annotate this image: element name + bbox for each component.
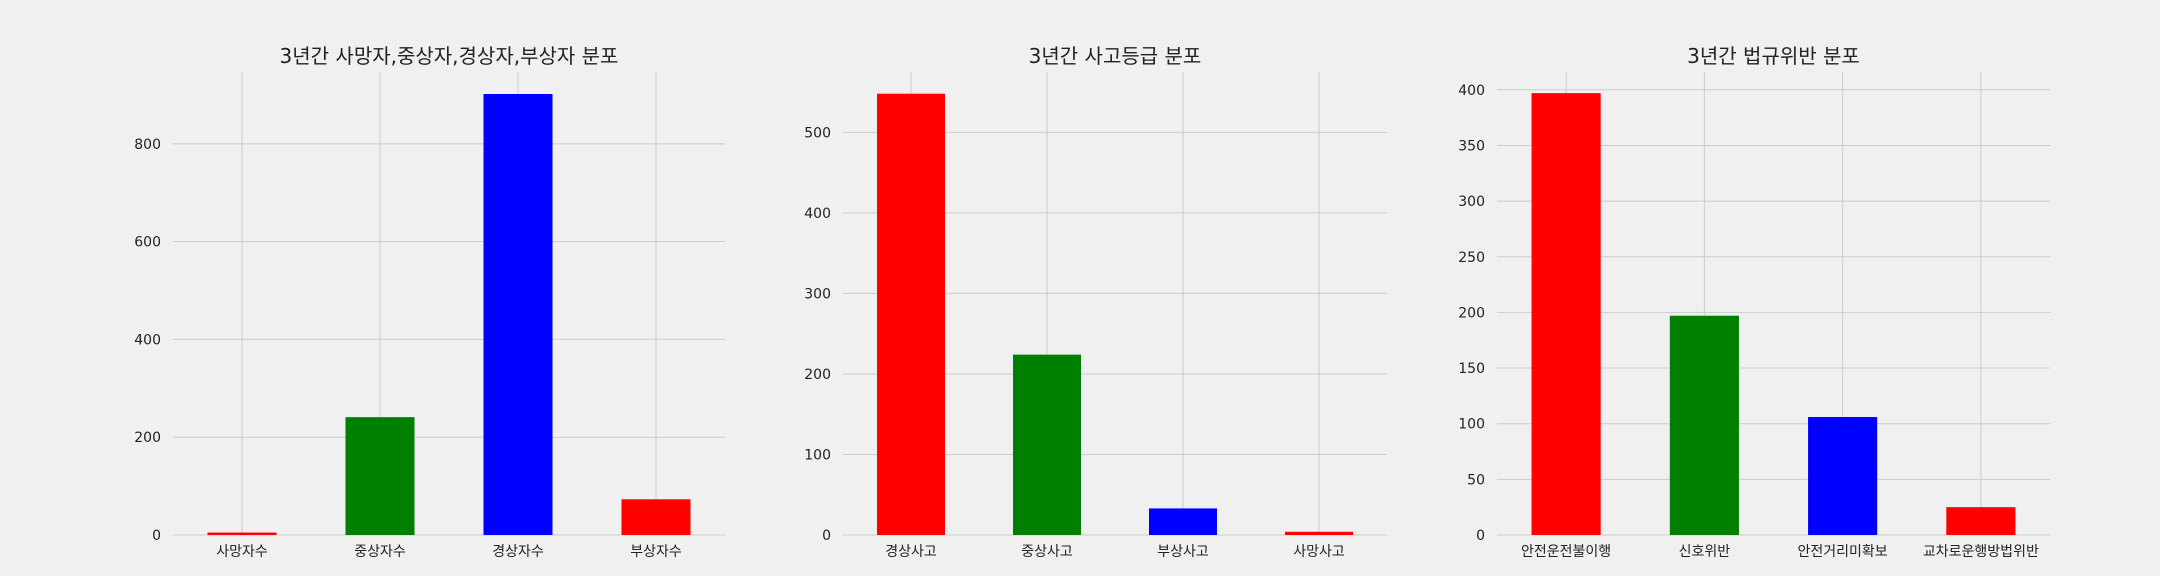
x-tick-label: 안전운전불이행: [1521, 544, 1611, 560]
bar-4: [1285, 531, 1353, 535]
y-tick-label: 50: [1467, 472, 1485, 488]
bar-1: [1531, 93, 1601, 535]
x-tick-label: 부상사고: [1157, 544, 1209, 560]
x-tick-label: 중상자수: [354, 544, 406, 560]
y-tick-label: 200: [1458, 305, 1485, 321]
chart-panel-accident-grade: 0 100 200 300 400 500 경상사고 중상사고 부상사고 사망사고 3년간 사고등급…: [804, 44, 1387, 560]
chart-title: 3년간 사고등급 분포: [1029, 44, 1202, 68]
x-tick-label: 안전거리미확보: [1798, 544, 1888, 560]
x-tick-label: 교차로운행방법위반: [1923, 544, 2039, 560]
x-tick-label: 사망자수: [216, 544, 268, 560]
x-tick-label: 경상자수: [492, 544, 544, 560]
bar-2: [1013, 354, 1081, 535]
y-tick-label: 400: [1458, 83, 1485, 99]
bar-2: [1669, 315, 1739, 535]
y-tick-label: 400: [134, 332, 161, 348]
y-tick-label: 0: [1476, 528, 1485, 544]
y-tick-label: 200: [804, 367, 831, 383]
bar-4: [1946, 507, 2016, 535]
x-tick-label: 경상사고: [885, 544, 937, 560]
y-tick-label: 400: [804, 206, 831, 222]
x-tick-label: 중상사고: [1021, 544, 1073, 560]
bar-3: [483, 94, 553, 536]
y-tick-label: 0: [152, 528, 161, 544]
y-tick-label: 0: [822, 528, 831, 544]
y-tick-label: 500: [804, 125, 831, 141]
x-tick-label: 사망사고: [1293, 544, 1345, 560]
y-tick-label: 300: [1458, 194, 1485, 210]
bar-1: [207, 532, 277, 535]
y-tick-label: 100: [1458, 417, 1485, 433]
chart-panel-injuries: 0 200 400 600 800 사망자수 중상자수 경상자수 부상자수 3년간 사망자,중상자…: [134, 44, 725, 560]
y-tick-label: 350: [1458, 138, 1485, 154]
x-tick-label: 신호위반: [1679, 544, 1731, 560]
chart-title: 3년간 법규위반 분포: [1687, 44, 1860, 68]
chart-title: 3년간 사망자,중상자,경상자,부상자 분포: [280, 44, 619, 68]
bar-2: [345, 417, 415, 535]
chart-panel-violations: 0 50 100 150 200 250 300 350 400 안전운전불이행 신호위반 안전거리미…: [1458, 44, 2050, 560]
bar-1: [877, 93, 945, 535]
bar-4: [621, 499, 691, 535]
y-tick-label: 300: [804, 286, 831, 302]
y-tick-label: 600: [134, 235, 161, 251]
y-tick-label: 800: [134, 137, 161, 153]
bar-3: [1808, 417, 1878, 535]
y-tick-label: 100: [804, 447, 831, 463]
y-tick-label: 250: [1458, 250, 1485, 266]
y-tick-label: 150: [1458, 361, 1485, 377]
x-tick-label: 부상자수: [630, 544, 682, 560]
bar-3: [1149, 508, 1217, 535]
y-tick-label: 200: [134, 430, 161, 446]
